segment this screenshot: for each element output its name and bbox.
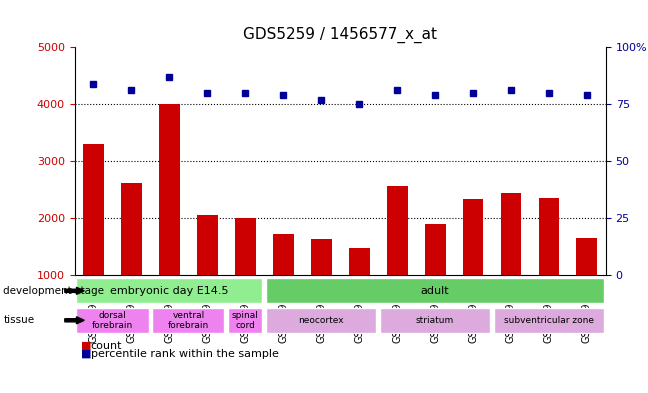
Bar: [273, 234, 294, 275]
FancyBboxPatch shape: [266, 308, 376, 332]
Bar: [83, 144, 104, 275]
Text: ■: ■: [81, 349, 91, 359]
Bar: [387, 186, 408, 275]
Bar: [500, 193, 522, 275]
FancyBboxPatch shape: [380, 308, 490, 332]
FancyBboxPatch shape: [494, 308, 604, 332]
Bar: [577, 238, 597, 275]
Text: tissue: tissue: [3, 315, 34, 325]
FancyBboxPatch shape: [152, 308, 224, 332]
FancyBboxPatch shape: [76, 278, 262, 303]
Bar: [463, 199, 483, 275]
Text: striatum: striatum: [416, 316, 454, 325]
Text: embryonic day E14.5: embryonic day E14.5: [110, 286, 229, 296]
Text: dorsal
forebrain: dorsal forebrain: [92, 310, 133, 330]
Title: GDS5259 / 1456577_x_at: GDS5259 / 1456577_x_at: [243, 27, 437, 43]
Bar: [121, 183, 142, 275]
Text: ventral
forebrain: ventral forebrain: [168, 310, 209, 330]
FancyBboxPatch shape: [76, 308, 148, 332]
Bar: [538, 198, 559, 275]
Bar: [197, 215, 218, 275]
Text: count: count: [91, 341, 122, 351]
Bar: [235, 218, 256, 275]
Text: ■: ■: [81, 341, 91, 351]
Text: adult: adult: [421, 286, 450, 296]
Bar: [424, 224, 446, 275]
Bar: [311, 239, 332, 275]
Text: subventricular zone: subventricular zone: [504, 316, 594, 325]
Text: neocortex: neocortex: [299, 316, 344, 325]
FancyBboxPatch shape: [266, 278, 604, 303]
Bar: [349, 248, 369, 275]
Text: spinal
cord: spinal cord: [232, 310, 259, 330]
FancyBboxPatch shape: [228, 308, 262, 332]
Text: percentile rank within the sample: percentile rank within the sample: [91, 349, 279, 359]
Bar: [159, 104, 180, 275]
Text: development stage: development stage: [3, 286, 104, 296]
